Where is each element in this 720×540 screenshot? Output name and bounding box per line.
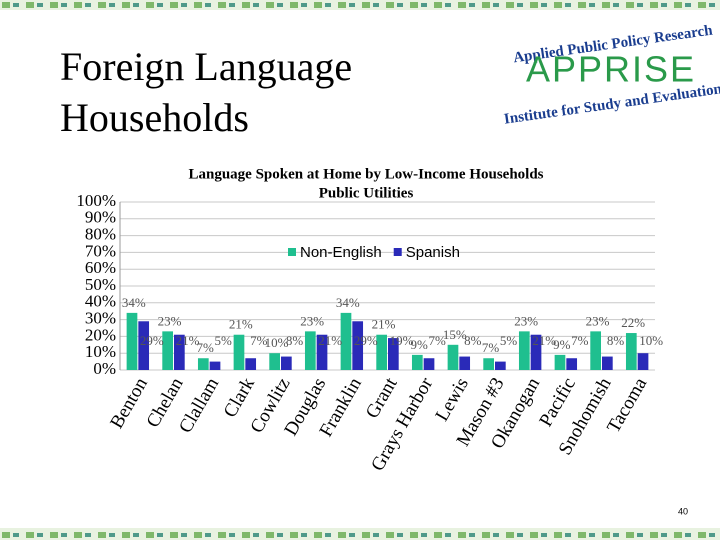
bar (304, 331, 316, 370)
legend-swatch (393, 248, 402, 256)
bar (376, 334, 387, 370)
bar (637, 353, 649, 370)
value-label: 7% (482, 340, 500, 355)
value-label: 19% (390, 333, 414, 348)
bar (352, 321, 364, 370)
bar (174, 334, 185, 370)
bar (233, 334, 245, 370)
legend-label: Spanish (406, 244, 460, 261)
bar (197, 358, 209, 370)
bar (518, 331, 530, 370)
value-label: 7% (250, 333, 268, 348)
value-label: 8% (286, 333, 304, 348)
bar (209, 361, 221, 370)
y-tick-label: 70% (85, 241, 116, 260)
y-tick-label: 0% (93, 359, 116, 378)
value-label: 10% (639, 333, 663, 348)
y-tick-label: 50% (85, 275, 116, 294)
bar (530, 334, 542, 370)
bar (423, 358, 435, 370)
value-label: 9% (410, 337, 428, 352)
logo: Applied Public Policy Research APPRISE I… (503, 22, 720, 127)
bar (138, 321, 150, 370)
value-label: 7% (571, 333, 589, 348)
bottom-border (0, 528, 720, 540)
y-tick-label: 80% (85, 225, 116, 244)
bar (162, 331, 173, 370)
y-tick-label: 60% (85, 258, 116, 277)
chart-title: Language Spoken at Home by Low-Income Ho… (188, 166, 543, 182)
bar (269, 353, 280, 370)
value-label: 29% (140, 333, 164, 348)
value-label: 22% (621, 315, 645, 330)
value-label: 34% (122, 295, 146, 310)
slide-title: Households (60, 95, 249, 140)
value-label: 7% (196, 340, 214, 355)
bar (281, 356, 292, 370)
legend-label: Non-English (300, 244, 382, 261)
bar (554, 354, 566, 370)
value-label: 21% (176, 333, 200, 348)
bar (566, 358, 578, 370)
page-number: 40 (678, 506, 688, 516)
logo-name: APPRISE (526, 49, 696, 90)
bar (483, 358, 494, 370)
bar (411, 354, 423, 370)
slide-title: Foreign Language (60, 44, 352, 89)
top-border (0, 0, 720, 10)
bar (602, 356, 613, 370)
chart-subtitle: Public Utilities (319, 185, 414, 201)
value-label: 21% (318, 333, 342, 348)
value-label: 7% (428, 333, 446, 348)
y-tick-label: 90% (85, 208, 116, 227)
value-label: 21% (532, 333, 556, 348)
value-label: 29% (354, 333, 378, 348)
value-label: 5% (214, 333, 232, 348)
value-label: 21% (372, 317, 396, 332)
y-tick-label: 20% (85, 325, 116, 344)
value-label: 8% (607, 333, 625, 348)
y-tick-label: 30% (85, 309, 116, 328)
y-tick-label: 10% (85, 342, 116, 361)
value-label: 23% (300, 313, 324, 328)
y-tick-label: 40% (85, 292, 116, 311)
bar (245, 358, 257, 370)
legend-swatch (288, 248, 296, 256)
value-label: 5% (500, 333, 518, 348)
value-label: 23% (158, 313, 182, 328)
bar (590, 331, 601, 370)
bar (126, 312, 138, 370)
value-label: 23% (586, 313, 610, 328)
bar (340, 312, 352, 370)
value-label: 21% (229, 317, 253, 332)
bar (459, 356, 471, 370)
bar (388, 338, 399, 370)
value-label: 34% (336, 295, 360, 310)
value-label: 23% (514, 313, 538, 328)
value-label: 9% (553, 337, 571, 352)
bar (316, 334, 328, 370)
y-tick-label: 100% (76, 191, 116, 210)
bar (625, 333, 637, 370)
value-label: 10% (265, 335, 289, 350)
bar (495, 361, 506, 370)
bar (447, 344, 459, 370)
value-label: 8% (464, 333, 482, 348)
value-label: 15% (443, 327, 467, 342)
